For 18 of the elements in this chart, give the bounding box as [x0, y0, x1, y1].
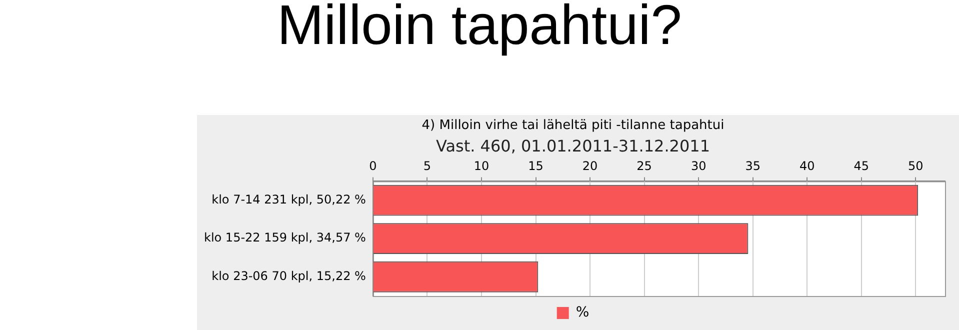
x-tick-label: 40 — [800, 159, 815, 174]
x-tick-label: 35 — [745, 159, 761, 174]
x-tick-label: 15 — [528, 159, 544, 174]
y-tick-label: klo 23-06 70 kpl, 15,22 % — [212, 268, 366, 283]
x-tick-label: 0 — [369, 159, 377, 174]
y-tick-label: klo 15-22 159 kpl, 34,57 % — [204, 230, 366, 245]
y-tick-label: klo 7-14 231 kpl, 50,22 % — [212, 192, 366, 206]
x-tick-label: 5 — [423, 159, 432, 174]
legend-label: % — [576, 304, 590, 321]
chart-title: Milloin tapahtui? — [276, 0, 683, 57]
x-tick-label: 45 — [854, 159, 870, 174]
x-tick-label: 50 — [908, 159, 924, 174]
text: Vast. 460, 01.01.2011-31.12.2011 — [436, 136, 710, 156]
x-tick-label: 25 — [636, 159, 652, 174]
x-tick-label: 30 — [690, 159, 706, 174]
x-tick-label: 20 — [582, 159, 598, 174]
x-tick-label: 10 — [474, 159, 490, 174]
chart-subtitle: 4) Milloin virhe tai läheltä piti -tilanne tapahtui — [422, 118, 724, 134]
